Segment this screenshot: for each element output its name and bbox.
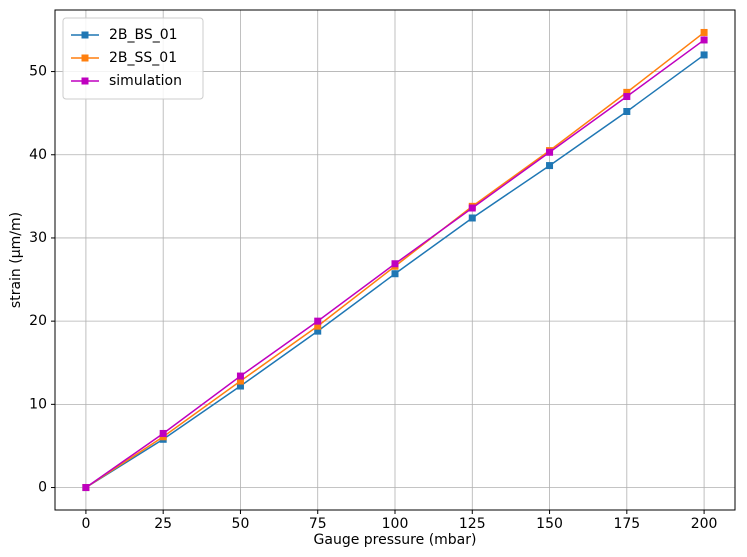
x-tick-label: 25 (154, 516, 172, 532)
data-point (700, 28, 708, 36)
legend: 2B_BS_01 2B_SS_01 simulation (62, 17, 204, 100)
data-point (468, 204, 476, 212)
data-point (236, 377, 244, 385)
data-point (314, 317, 322, 325)
legend-marker (81, 77, 89, 85)
y-tick-label: 40 (29, 147, 47, 163)
data-point (82, 484, 90, 492)
x-tick-label: 100 (382, 516, 409, 532)
x-tick-label: 175 (613, 516, 640, 532)
y-tick-label: 30 (29, 230, 47, 246)
y-tick-label: 10 (29, 396, 47, 412)
legend-label: simulation (109, 73, 182, 89)
data-point (546, 148, 554, 156)
x-axis-label: Gauge pressure (mbar) (314, 532, 477, 548)
legend-label: 2B_BS_01 (109, 27, 178, 43)
x-tick-label: 125 (459, 516, 486, 532)
data-point (700, 36, 708, 44)
data-point (700, 51, 708, 59)
data-point (236, 382, 244, 390)
y-axis-label: strain (μm/m) (8, 212, 24, 308)
data-point (236, 372, 244, 380)
x-tick-label: 200 (691, 516, 718, 532)
data-point (391, 260, 399, 268)
x-tick-label: 0 (81, 516, 90, 532)
x-tick-label: 75 (309, 516, 327, 532)
data-point (546, 162, 554, 170)
y-tick-label: 50 (29, 64, 47, 80)
data-point (314, 327, 322, 335)
data-point (623, 93, 631, 101)
y-tick-label: 20 (29, 313, 47, 329)
x-tick-label: 150 (536, 516, 563, 532)
data-point (468, 214, 476, 222)
data-point (159, 429, 167, 437)
legend-box (62, 17, 204, 100)
legend-marker (81, 54, 89, 62)
data-point (391, 270, 399, 278)
x-tick-label: 50 (232, 516, 250, 532)
legend-label: 2B_SS_01 (109, 50, 177, 66)
plot-frame (54, 9, 736, 511)
data-point (623, 107, 631, 115)
data-point (623, 88, 631, 96)
legend-marker (81, 31, 89, 39)
data-point (314, 322, 322, 330)
y-tick-label: 0 (38, 480, 47, 496)
